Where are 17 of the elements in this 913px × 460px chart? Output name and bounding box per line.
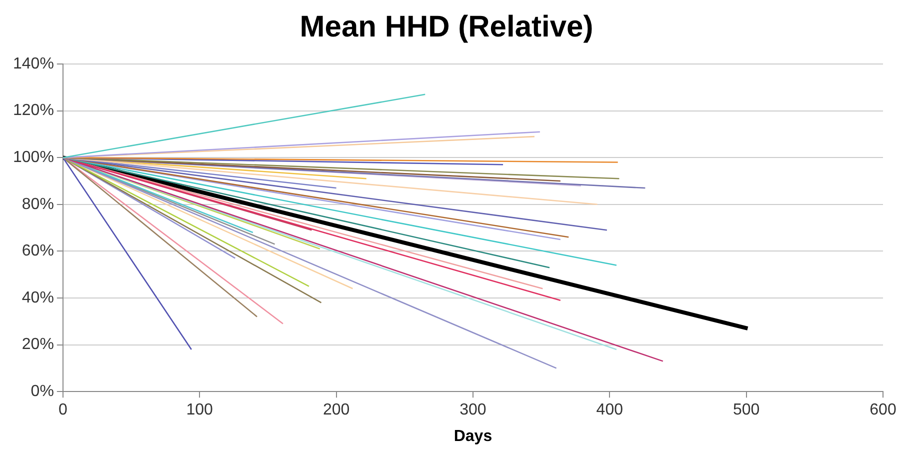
x-tick-label: 200 <box>322 402 350 419</box>
y-tick-label: 0% <box>30 383 54 400</box>
x-tick-label: 100 <box>186 402 214 419</box>
x-tick-label: 400 <box>596 402 624 419</box>
x-tick-label: 500 <box>732 402 760 419</box>
y-tick-label: 40% <box>22 289 54 306</box>
x-axis-title: Days <box>454 428 492 445</box>
x-tick-label: 0 <box>58 402 68 419</box>
y-tick-label: 20% <box>22 336 54 354</box>
y-tick-label: 120% <box>13 102 54 120</box>
y-tick-label: 140% <box>13 55 54 72</box>
x-tick-label: 300 <box>460 402 486 419</box>
y-tick-label: 80% <box>22 196 54 213</box>
y-tick-label: 60% <box>22 242 54 260</box>
x-tick-label: 600 <box>870 402 896 419</box>
chart-title: Mean HHD (Relative) <box>300 10 594 44</box>
y-tick-label: 100% <box>13 149 54 166</box>
